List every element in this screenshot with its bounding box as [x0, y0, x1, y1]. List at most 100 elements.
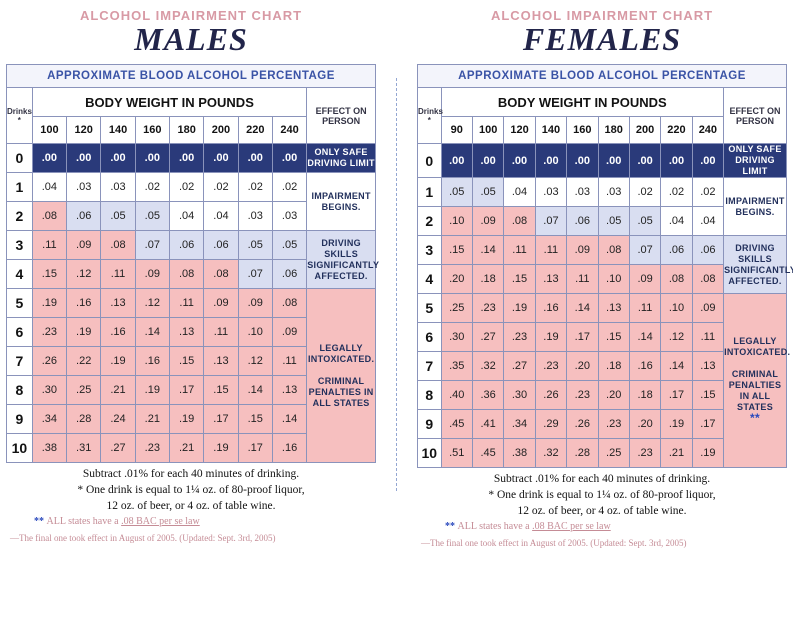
drinks-0: 0 — [7, 144, 33, 173]
bac-cell: .08 — [272, 289, 306, 318]
bac-cell: .00 — [238, 144, 272, 173]
drinks-3: 3 — [418, 236, 442, 265]
bac-cell: .19 — [504, 294, 535, 323]
bac-cell: .00 — [567, 144, 598, 178]
bac-table-females: APPROXIMATE BLOOD ALCOHOL PERCENTAGEDrin… — [417, 64, 787, 468]
bac-cell: .03 — [567, 178, 598, 207]
bac-cell: .11 — [535, 236, 566, 265]
bac-cell: .11 — [204, 318, 238, 347]
bac-cell: .17 — [692, 410, 723, 439]
drinks-0: 0 — [418, 144, 442, 178]
effect-cell-1: IMPAIRMENT BEGINS. — [724, 178, 787, 236]
bac-cell: .19 — [661, 410, 692, 439]
bac-cell: .38 — [504, 439, 535, 468]
bac-cell: .08 — [204, 260, 238, 289]
bac-cell: .17 — [661, 381, 692, 410]
bac-cell: .11 — [504, 236, 535, 265]
bac-cell: .09 — [629, 265, 660, 294]
bac-cell: .16 — [272, 434, 306, 463]
bac-cell: .15 — [204, 376, 238, 405]
bac-cell: .09 — [204, 289, 238, 318]
bac-cell: .09 — [67, 231, 101, 260]
drinks-10: 10 — [418, 439, 442, 468]
bac-cell: .36 — [472, 381, 503, 410]
bac-cell: .13 — [535, 265, 566, 294]
bac-cell: .11 — [169, 289, 203, 318]
bac-cell: .06 — [204, 231, 238, 260]
bac-cell: .34 — [32, 405, 66, 434]
bac-cell: .19 — [135, 376, 169, 405]
bac-cell: .04 — [169, 202, 203, 231]
bac-cell: .15 — [32, 260, 66, 289]
bac-cell: .27 — [472, 323, 503, 352]
bac-cell: .28 — [67, 405, 101, 434]
bac-cell: .05 — [629, 207, 660, 236]
bac-cell: .03 — [67, 173, 101, 202]
bac-table-males: APPROXIMATE BLOOD ALCOHOL PERCENTAGEDrin… — [6, 64, 376, 463]
footnote-aux: ** ALL states have a .08 BAC per se law — [417, 519, 787, 535]
effect-cell-3: LEGALLY INTOXICATED.CRIMINAL PENALTIES I… — [724, 294, 787, 468]
bac-cell: .02 — [169, 173, 203, 202]
bac-cell: .06 — [272, 260, 306, 289]
bac-cell: .09 — [238, 289, 272, 318]
bac-cell: .27 — [504, 352, 535, 381]
bac-cell: .19 — [32, 289, 66, 318]
weight-col-240: 240 — [692, 117, 723, 144]
bac-cell: .09 — [272, 318, 306, 347]
effect-cell-2: DRIVING SKILLS SIGNIFICANTLY AFFECTED. — [724, 236, 787, 294]
weight-col-180: 180 — [598, 117, 629, 144]
bac-cell: .23 — [598, 410, 629, 439]
bac-cell: .03 — [598, 178, 629, 207]
bac-cell: .23 — [567, 381, 598, 410]
bac-cell: .15 — [598, 323, 629, 352]
bac-cell: .04 — [661, 207, 692, 236]
bac-cell: .07 — [238, 260, 272, 289]
bac-cell: .02 — [629, 178, 660, 207]
drinks-3: 3 — [7, 231, 33, 260]
bac-cell: .10 — [238, 318, 272, 347]
footnote-line: 12 oz. of beer, or 4 oz. of table wine. — [6, 498, 376, 514]
bac-cell: .04 — [204, 202, 238, 231]
bac-cell: .32 — [472, 352, 503, 381]
bac-cell: .26 — [32, 347, 66, 376]
bac-cell: .00 — [629, 144, 660, 178]
bac-cell: .34 — [504, 410, 535, 439]
bac-cell: .25 — [67, 376, 101, 405]
drinks-2: 2 — [418, 207, 442, 236]
bac-cell: .07 — [629, 236, 660, 265]
drinks-8: 8 — [418, 381, 442, 410]
bac-cell: .06 — [661, 236, 692, 265]
bac-cell: .06 — [567, 207, 598, 236]
panel-males: ALCOHOL IMPAIRMENT CHARTMALESAPPROXIMATE… — [6, 8, 376, 546]
bac-cell: .23 — [32, 318, 66, 347]
effect-cell-2: DRIVING SKILLS SIGNIFICANTLY AFFECTED. — [307, 231, 376, 289]
bac-cell: .18 — [598, 352, 629, 381]
bac-cell: .28 — [567, 439, 598, 468]
bac-cell: .21 — [135, 405, 169, 434]
bac-cell: .12 — [67, 260, 101, 289]
bac-cell: .12 — [135, 289, 169, 318]
effect-header: EFFECT ON PERSON — [307, 88, 376, 144]
bac-cell: .09 — [692, 294, 723, 323]
bac-cell: .21 — [169, 434, 203, 463]
bac-cell: .08 — [169, 260, 203, 289]
bac-cell: .14 — [238, 376, 272, 405]
bac-cell: .30 — [32, 376, 66, 405]
bac-cell: .16 — [629, 352, 660, 381]
bac-cell: .00 — [169, 144, 203, 173]
bac-cell: .25 — [598, 439, 629, 468]
bac-cell: .14 — [567, 294, 598, 323]
bac-cell: .22 — [67, 347, 101, 376]
bac-cell: .11 — [629, 294, 660, 323]
effect-header: EFFECT ON PERSON — [724, 88, 787, 144]
bac-cell: .05 — [598, 207, 629, 236]
drinks-7: 7 — [418, 352, 442, 381]
bac-cell: .08 — [101, 231, 135, 260]
bac-cell: .27 — [101, 434, 135, 463]
footnote-line: * One drink is equal to 1¼ oz. of 80-pro… — [417, 487, 787, 503]
title-bar: APPROXIMATE BLOOD ALCOHOL PERCENTAGE — [418, 65, 787, 88]
bac-cell: .12 — [661, 323, 692, 352]
bac-cell: .02 — [204, 173, 238, 202]
bac-cell: .51 — [441, 439, 472, 468]
bac-cell: .45 — [441, 410, 472, 439]
